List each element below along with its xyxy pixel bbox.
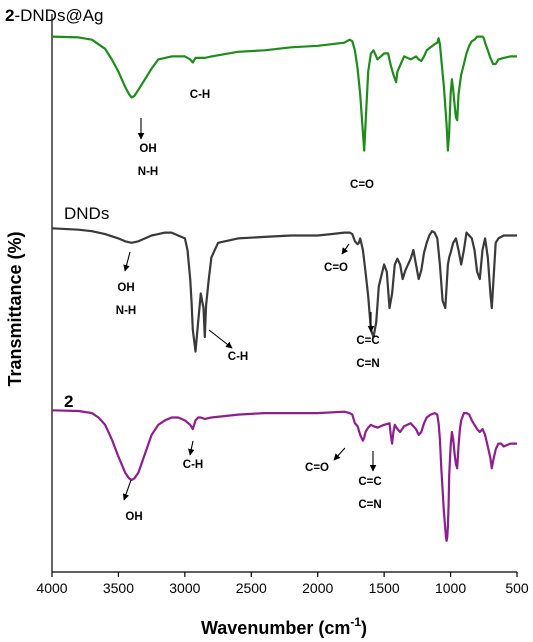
annotation-label: N-H	[116, 305, 136, 317]
x-tick-label: 4000	[36, 580, 67, 596]
series-label-dnds: DNDs	[64, 204, 109, 223]
x-tick-label: 3000	[169, 580, 200, 596]
x-tick-label: 2500	[236, 580, 267, 596]
annotation-label: N-H	[138, 166, 158, 178]
x-tick-label: 2000	[302, 580, 333, 596]
annotation-label: C=O	[305, 462, 329, 474]
annotation-label: C=C	[358, 476, 381, 488]
annotation-arrow	[188, 440, 195, 456]
annotation-label: OH	[125, 511, 142, 523]
annotation-layer: C-H OH N-H C=O OH N-H C-H C=O C=C C=N C-H OH C=O C=C C…	[116, 89, 382, 523]
series-line-0	[51, 35, 517, 152]
annotation-arrow	[333, 447, 346, 461]
x-axis-ticks: 4000 3500 3000 2500 2000 1500 1000 500	[36, 572, 529, 596]
annotation-arrow	[208, 329, 233, 349]
series-line-1	[51, 227, 517, 353]
annotation-label: C-H	[183, 459, 203, 471]
annotation-label: C=N	[356, 358, 379, 370]
annotation-label: C=O	[350, 179, 374, 191]
annotation-arrow	[122, 479, 132, 501]
annotation-label: C=N	[358, 499, 381, 511]
series-layer	[51, 35, 517, 542]
series-line-2	[51, 409, 517, 542]
annotation-label: C=O	[324, 262, 348, 274]
x-tick-label: 1000	[435, 580, 466, 596]
y-axis-title: Transmittance (%)	[5, 231, 25, 386]
annotation-arrow	[341, 243, 350, 255]
series-label-2: 2	[64, 392, 73, 411]
annotation-label: C-H	[228, 351, 248, 363]
x-tick-label: 1500	[369, 580, 400, 596]
annotation-arrow	[123, 251, 131, 272]
annotation-label: C=C	[356, 335, 379, 347]
annotation-label: OH	[139, 143, 156, 155]
x-tick-label: 500	[505, 580, 529, 596]
annotation-label: OH	[117, 282, 134, 294]
series-label-ag: 2-DNDs@Ag	[5, 6, 104, 25]
x-tick-label: 3500	[103, 580, 134, 596]
annotation-label: C-H	[190, 89, 210, 101]
x-axis-title: Wavenumber (cm-1)	[201, 615, 367, 638]
